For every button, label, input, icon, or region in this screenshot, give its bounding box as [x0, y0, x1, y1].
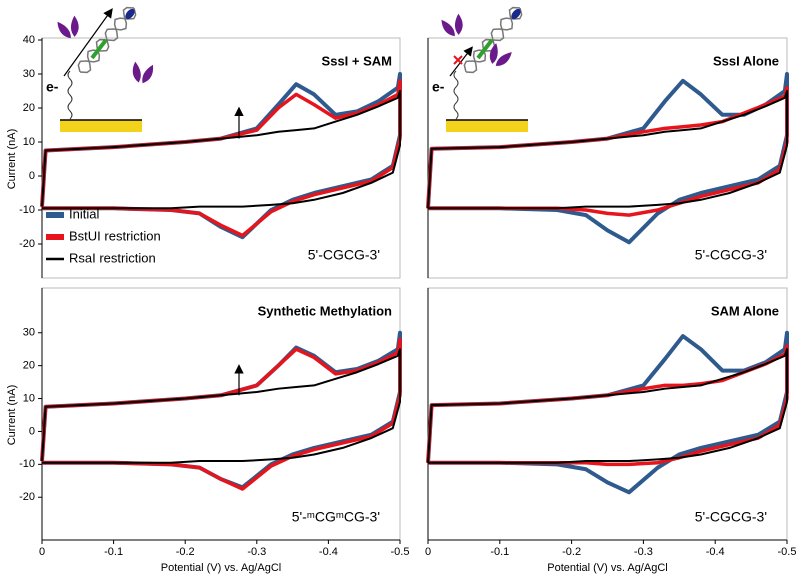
y-tick-label: 20: [23, 360, 35, 372]
sequence-label: 5'-CGCG-3': [695, 247, 767, 263]
panel-title: SssI + SAM: [322, 53, 392, 68]
x-tick-label: -0.2: [176, 546, 195, 558]
electron-label: e-: [432, 79, 445, 95]
x-tick-label: -0.3: [247, 546, 266, 558]
x-tick-label: -0.4: [319, 546, 338, 558]
cv-curve: [40, 337, 402, 491]
linker: [453, 70, 459, 120]
frame: [427, 37, 788, 279]
y-axis-label: Current (nA): [6, 129, 18, 190]
enzyme: [441, 13, 463, 37]
dna-strand: [463, 7, 523, 73]
dna-methyl: [511, 8, 521, 20]
y-tick-label: -10: [19, 458, 35, 470]
cv-curve: [426, 72, 789, 245]
x-tick-label: -0.3: [634, 546, 653, 558]
arrow: [63, 8, 113, 77]
dna-segment: [90, 38, 108, 60]
y-tick-label: 30: [23, 68, 35, 80]
y-tick-label: 20: [23, 102, 35, 114]
x-axis-label: Potential (V) vs. Ag/AgCl: [161, 562, 281, 574]
cv-curve: [426, 85, 789, 217]
panel: -20 -10 0 10 20 30 0 -0.1 -0.2 -0.3 -0.4 -0.5 Potent…: [6, 287, 410, 574]
y-tick-label: 0: [29, 425, 35, 437]
y-tick-label: -10: [19, 204, 35, 216]
y-tick-label: 10: [23, 392, 35, 404]
x-tick-label: -0.1: [104, 546, 123, 558]
legend-label: BstUI restriction: [69, 228, 161, 243]
x-axis-label: Potential (V) vs. Ag/AgCl: [547, 562, 667, 574]
electron-label: e-: [46, 79, 59, 95]
y-tick-label: 30: [23, 327, 35, 339]
x-tick-label: 0: [39, 546, 45, 558]
enzyme: [489, 43, 512, 66]
enzyme: [132, 61, 154, 84]
legend: Initial BstUI restriction RsaI restriction: [46, 206, 161, 265]
x-tick-label: -0.5: [778, 546, 797, 558]
enzyme: [57, 15, 79, 39]
panel-title: Synthetic Methylation: [258, 303, 392, 318]
cv-curve: [426, 330, 789, 495]
electrode: [446, 120, 528, 132]
x-tick-label: -0.5: [391, 546, 410, 558]
block-x: [453, 55, 463, 65]
x-tick-label: -0.2: [562, 546, 581, 558]
y-tick-label: 10: [23, 136, 35, 148]
panel: SssI Alone 5'-CGCG-3' e-: [426, 6, 789, 279]
cv-curve: [427, 90, 788, 210]
frame: [427, 287, 788, 541]
y-axis-label: Current (nA): [6, 385, 18, 446]
x-tick-label: -0.4: [706, 546, 725, 558]
sequence-label: 5'-CGCG-3': [695, 509, 767, 525]
panel-title: SssI Alone: [713, 53, 779, 68]
legend-label: Initial: [69, 206, 99, 221]
y-tick-label: 0: [29, 170, 35, 182]
x-tick-label: -0.1: [490, 546, 509, 558]
sequence-label: 5'-CGCG-3': [308, 247, 380, 263]
dna-methyl: [125, 8, 135, 20]
panel-title: SAM Alone: [711, 303, 779, 318]
electrode: [60, 120, 142, 132]
y-tick-label: 40: [23, 34, 35, 46]
sequence-label: 5'-ᵐCGᵐCG-3': [292, 509, 380, 525]
panel: -20 -10 0 10 20 30 40 Current (nA) SssI + SAM 5'-…: [6, 6, 402, 279]
x-tick-label: 0: [425, 546, 431, 558]
legend-label: RsaI restriction: [69, 250, 156, 265]
panel: 0 -0.1 -0.2 -0.3 -0.4 -0.5 Potential (V) vs. A…: [425, 287, 797, 574]
y-tick-label: -20: [19, 491, 35, 503]
frame: [41, 287, 401, 541]
linker: [67, 70, 73, 120]
cv-curve: [427, 348, 788, 464]
dna-strand: [77, 7, 137, 73]
dna-segment: [476, 38, 494, 60]
y-tick-label: -20: [19, 238, 35, 250]
